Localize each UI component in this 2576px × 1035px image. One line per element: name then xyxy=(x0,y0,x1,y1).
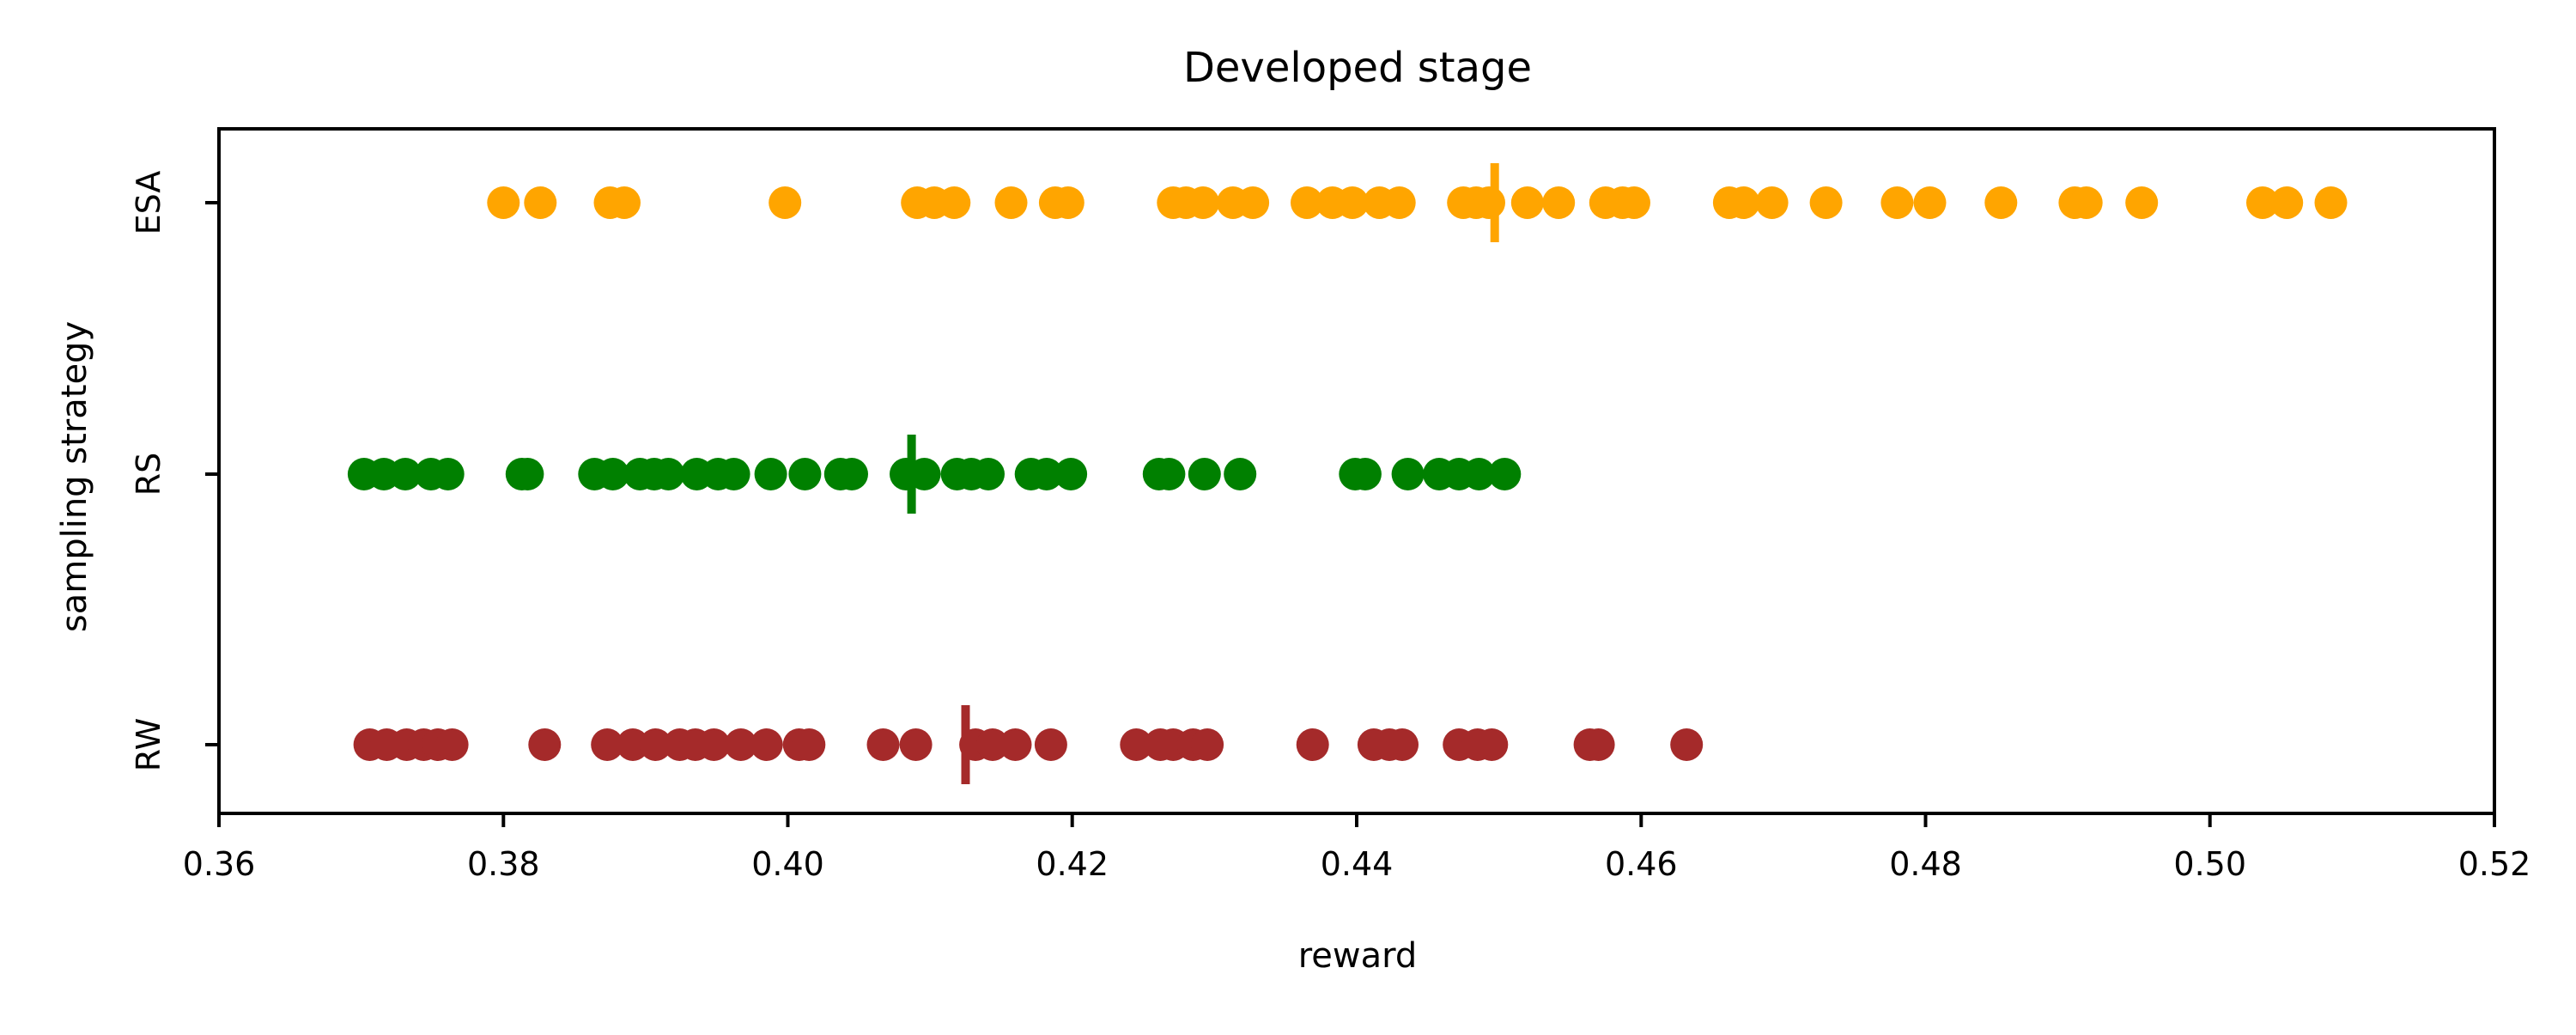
data-point-rs xyxy=(1030,458,1063,490)
data-point-esa xyxy=(1618,186,1650,219)
data-point-esa xyxy=(994,186,1028,219)
chart-title: Developed stage xyxy=(1183,44,1532,92)
data-point-rs xyxy=(788,458,822,490)
data-point-rs xyxy=(511,458,544,490)
data-point-esa xyxy=(608,186,641,219)
data-point-rs xyxy=(389,458,422,490)
data-point-esa xyxy=(2270,186,2304,219)
x-tick-label: 0.40 xyxy=(751,845,824,883)
data-point-rw xyxy=(697,728,731,761)
data-point-rw xyxy=(750,728,783,761)
y-tick-label-rw: RW xyxy=(130,718,167,771)
data-point-rs xyxy=(1188,458,1221,490)
data-point-esa xyxy=(938,186,971,219)
data-point-rw xyxy=(435,728,469,761)
data-point-rw xyxy=(866,728,900,761)
data-point-esa xyxy=(524,186,557,219)
data-point-esa xyxy=(1291,186,1323,219)
data-point-rw xyxy=(1386,728,1419,761)
y-axis-label: sampling strategy xyxy=(55,321,94,632)
data-point-rs xyxy=(652,458,685,490)
data-point-rs xyxy=(972,458,1005,490)
data-point-rw xyxy=(1191,728,1224,761)
marks-layer xyxy=(347,163,2348,784)
data-point-esa xyxy=(1187,186,1220,219)
data-point-esa xyxy=(1473,186,1505,219)
x-tick-label: 0.38 xyxy=(467,845,540,883)
data-point-esa xyxy=(487,186,520,219)
data-point-esa xyxy=(1336,186,1369,219)
data-point-rs xyxy=(1488,458,1522,490)
data-point-esa xyxy=(1727,186,1760,219)
data-point-esa xyxy=(1236,186,1270,219)
data-point-esa xyxy=(2125,186,2159,219)
data-point-rw xyxy=(1296,728,1329,761)
data-point-esa xyxy=(1880,186,1914,219)
data-point-rw xyxy=(899,728,933,761)
data-point-rs xyxy=(1462,458,1496,490)
data-point-rw xyxy=(617,728,649,761)
x-tick-label: 0.48 xyxy=(1889,845,1962,883)
y-tick-label-rs: RS xyxy=(130,453,167,496)
data-point-esa xyxy=(1510,186,1544,219)
data-point-rw xyxy=(1034,728,1067,761)
x-tick-label: 0.44 xyxy=(1321,845,1394,883)
data-point-rw xyxy=(1475,728,1509,761)
data-point-rw xyxy=(639,728,672,761)
data-point-rw xyxy=(591,728,624,761)
x-axis-label: reward xyxy=(1298,936,1418,976)
data-point-rs xyxy=(835,458,868,490)
data-point-esa xyxy=(1051,186,1084,219)
data-point-esa xyxy=(2314,186,2348,219)
data-point-rs xyxy=(908,458,941,490)
data-point-rs xyxy=(1224,458,1257,490)
data-point-esa xyxy=(769,186,802,219)
axes-layer: 0.36 0.38 0.40 0.42 0.44 0.46 0.48 0.50 0.52 ESA R… xyxy=(130,127,2531,883)
data-point-esa xyxy=(1755,186,1789,219)
data-point-rw xyxy=(528,728,562,761)
data-point-rs xyxy=(717,458,750,490)
data-point-rs xyxy=(1348,458,1382,490)
x-tick-label: 0.52 xyxy=(2458,845,2531,883)
data-point-rw xyxy=(976,728,1009,761)
data-point-rs xyxy=(596,458,629,490)
data-point-esa xyxy=(1984,186,2018,219)
data-point-rw xyxy=(724,728,757,761)
data-point-rs xyxy=(431,458,465,490)
data-point-rw xyxy=(1120,728,1153,761)
data-point-rs xyxy=(1391,458,1425,490)
data-point-rw xyxy=(1670,728,1704,761)
data-point-rw xyxy=(999,728,1032,761)
x-tick-label: 0.36 xyxy=(183,845,256,883)
data-point-esa xyxy=(1382,186,1416,219)
data-point-rs xyxy=(1152,458,1186,490)
data-point-esa xyxy=(1542,186,1576,219)
data-point-rs xyxy=(754,458,787,490)
data-point-esa xyxy=(1809,186,1843,219)
data-point-rw xyxy=(1582,728,1615,761)
x-tick-label: 0.46 xyxy=(1605,845,1678,883)
data-point-rs xyxy=(1054,458,1088,490)
data-point-rw xyxy=(793,728,826,761)
x-tick-label: 0.50 xyxy=(2173,845,2246,883)
data-point-esa xyxy=(2246,186,2279,219)
x-tick-label: 0.42 xyxy=(1036,845,1109,883)
data-point-esa xyxy=(2069,186,2103,219)
y-tick-label-esa: ESA xyxy=(130,171,167,235)
data-point-esa xyxy=(1913,186,1947,219)
